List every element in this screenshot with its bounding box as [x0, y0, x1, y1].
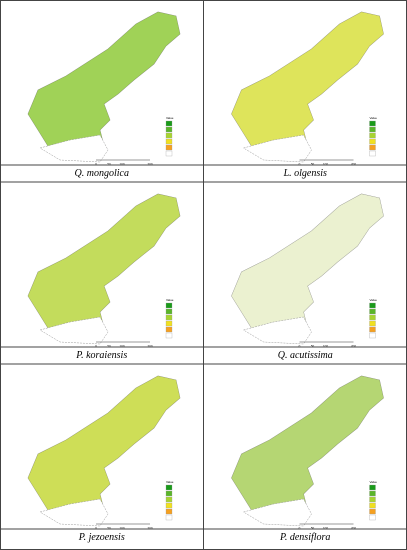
legend-swatch	[165, 484, 173, 491]
legend-swatch	[369, 302, 376, 309]
legend-swatch	[369, 484, 376, 491]
map-panel: Value 0 50 100 200 Q. mongolica	[0, 11, 204, 183]
panel-caption: Q. acutissima	[278, 350, 333, 361]
legend-swatch	[369, 138, 376, 145]
scale-label: 100	[323, 344, 328, 348]
legend-title: Value	[166, 116, 174, 120]
scale-label: 200	[351, 162, 356, 166]
legend-title: Value	[370, 116, 378, 120]
legend-swatch	[165, 150, 173, 157]
panel-caption: P. densiflora	[279, 532, 330, 543]
southern-region	[242, 316, 312, 345]
map-fill	[231, 12, 384, 156]
legend-swatch	[165, 332, 173, 339]
legend-swatch	[369, 308, 376, 315]
panel-caption: L. olgensis	[283, 168, 327, 179]
legend-swatch	[369, 326, 376, 333]
map-panel: Value 0 50 100 200 P. jezoensis	[0, 375, 204, 543]
legend-swatch	[165, 120, 173, 127]
legend-swatch	[369, 496, 376, 503]
scale-label: 50	[311, 526, 315, 530]
legend-swatch	[165, 302, 173, 309]
map-fill	[28, 194, 180, 338]
scale-label: 0	[95, 162, 97, 166]
legend-title: Value	[370, 298, 378, 302]
scale-label: 50	[107, 526, 111, 530]
southern-region	[242, 134, 312, 163]
southern-region	[39, 134, 109, 163]
legend-swatch	[369, 332, 376, 339]
legend-swatch	[165, 490, 173, 497]
panel-caption: P. jezoensis	[78, 532, 125, 543]
legend-title: Value	[166, 298, 174, 302]
legend-swatch	[369, 502, 376, 509]
panel-caption: Q. mongolica	[75, 168, 129, 179]
legend-swatch	[165, 514, 173, 521]
panel-caption: P. koraiensis	[75, 350, 127, 361]
southern-region	[39, 316, 109, 345]
scale-label: 200	[147, 344, 152, 348]
legend-swatch	[165, 144, 173, 151]
legend-swatch	[165, 314, 173, 321]
legend-swatch	[369, 314, 376, 321]
scale-label: 0	[299, 162, 301, 166]
legend-swatch	[165, 308, 173, 315]
legend-swatch	[369, 132, 376, 139]
legend-swatch	[369, 144, 376, 151]
scale-label: 200	[147, 162, 152, 166]
legend-swatch	[165, 132, 173, 139]
scale-label: 200	[351, 526, 356, 530]
scale-label: 50	[311, 344, 315, 348]
legend-swatch	[165, 138, 173, 145]
southern-region	[39, 498, 109, 527]
map-panel: Value 0 50 100 200 L. olgensis	[203, 11, 407, 183]
legend-swatch	[165, 508, 173, 515]
map-fill	[231, 194, 384, 338]
legend-swatch	[165, 126, 173, 133]
scale-label: 100	[119, 344, 124, 348]
map-panel: Value 0 50 100 200 P. densiflora	[203, 375, 407, 543]
scale-label: 0	[299, 526, 301, 530]
legend-swatch	[369, 126, 376, 133]
legend-swatch	[369, 320, 376, 327]
legend-title: Value	[370, 480, 378, 484]
scale-label: 100	[323, 526, 328, 530]
legend-swatch	[369, 490, 376, 497]
legend-swatch	[369, 514, 376, 521]
legend-swatch	[165, 496, 173, 503]
map-panel: Value 0 50 100 200 Q. acutissima	[203, 193, 407, 365]
scale-label: 50	[107, 162, 111, 166]
scale-label: 200	[351, 344, 356, 348]
legend-swatch	[369, 120, 376, 127]
legend-swatch	[165, 326, 173, 333]
scale-label: 200	[147, 526, 152, 530]
map-fill	[231, 376, 384, 520]
map-fill	[28, 376, 180, 520]
map-fill	[28, 12, 180, 156]
legend-title: Value	[166, 480, 174, 484]
scale-label: 0	[299, 344, 301, 348]
scale-label: 100	[119, 526, 124, 530]
scale-label: 0	[95, 526, 97, 530]
scale-label: 0	[95, 344, 97, 348]
legend-swatch	[369, 150, 376, 157]
legend-swatch	[165, 502, 173, 509]
map-panel: Value 0 50 100 200 P. koraiensis	[0, 193, 204, 365]
scale-label: 50	[311, 162, 315, 166]
southern-region	[242, 498, 312, 527]
scale-label: 50	[107, 344, 111, 348]
scale-label: 100	[323, 162, 328, 166]
legend-swatch	[165, 320, 173, 327]
legend-swatch	[369, 508, 376, 515]
scale-label: 100	[119, 162, 124, 166]
